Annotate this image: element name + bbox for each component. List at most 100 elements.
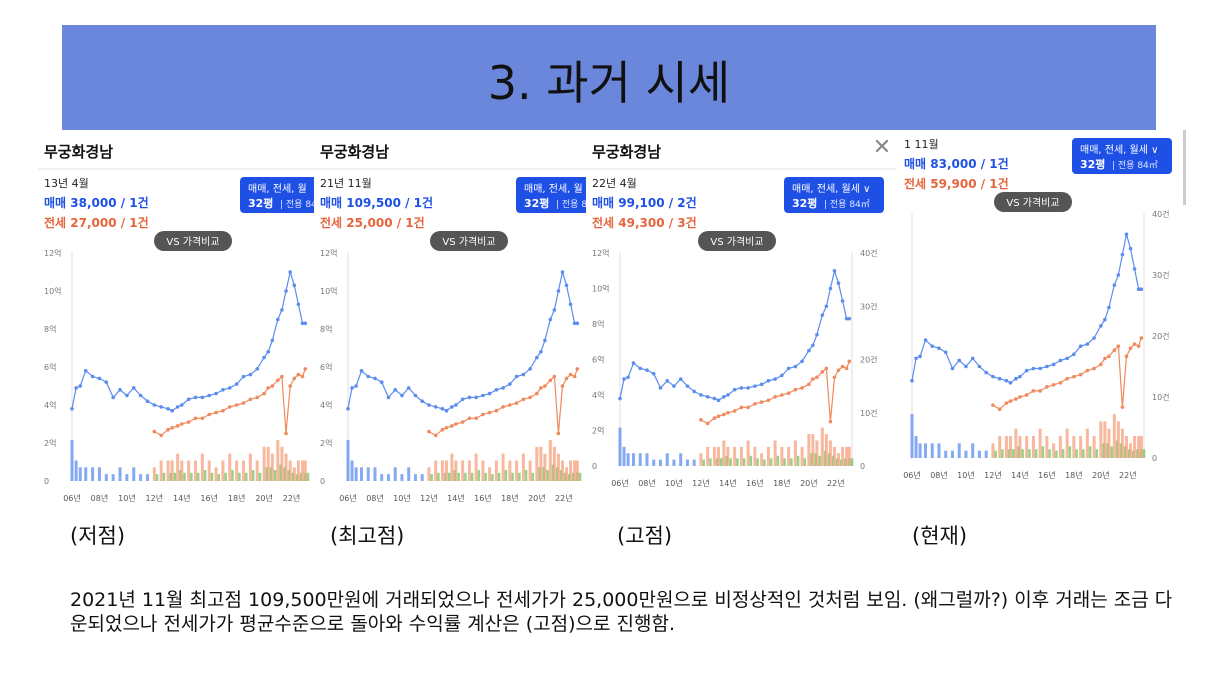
series-point (366, 374, 371, 379)
volume-bar (521, 453, 525, 481)
rent-bar (210, 472, 214, 481)
rent-bar (776, 455, 780, 466)
volume-bar (793, 440, 797, 466)
rent-bar (1061, 449, 1065, 458)
rent-bar (238, 472, 241, 481)
series-point (1008, 380, 1013, 385)
rent-bar (306, 472, 310, 481)
volume-bar (235, 460, 239, 481)
filter-label: 매매, 전세, 월 (524, 183, 583, 195)
x-tick-label: 10년 (118, 493, 136, 503)
series-point (1065, 356, 1069, 361)
volume-bar (733, 446, 737, 466)
y-tick-label: 8억 (592, 319, 604, 329)
volume-bar (1052, 443, 1056, 458)
volume-bar (118, 467, 122, 481)
x-tick-label: 10년 (665, 478, 683, 488)
volume-bar (914, 436, 918, 458)
series-point (832, 268, 837, 273)
chart-panel-4: 1 11월 매매 83,000 / 1건 전세 59,900 / 1건 매매, 전세,… (898, 130, 1188, 490)
rent-bar (1048, 449, 1051, 458)
series-point (712, 396, 717, 401)
series-point (528, 395, 532, 400)
series-point (1112, 348, 1117, 353)
series-point (699, 393, 703, 397)
series-point (1139, 336, 1144, 340)
series-point (440, 427, 445, 432)
volume-bar (221, 460, 225, 481)
rent-bar (162, 472, 166, 481)
sale-label: 매매 83,000 / 1건 (904, 156, 1009, 171)
series-point (1124, 232, 1129, 237)
series-point (227, 405, 232, 409)
series-point (1099, 324, 1103, 328)
rent-bar (578, 472, 582, 481)
y-tick-label: 2억 (320, 438, 332, 448)
volume-bar (910, 414, 914, 458)
series-point (406, 386, 411, 390)
x-tick-label: 08년 (366, 493, 384, 503)
jeonse-label: 전세 27,000 / 1건 (44, 215, 149, 230)
rent-bar (850, 458, 854, 466)
volume-bar (1129, 443, 1133, 458)
series-point (207, 393, 212, 398)
series-point (1004, 378, 1009, 383)
series-point (284, 431, 288, 436)
volume-bar (923, 443, 927, 458)
slide-title: 3. 과거 시세 (487, 56, 731, 110)
series-point (248, 372, 253, 377)
series-point (1004, 401, 1009, 405)
date-label: 21년 11월 (320, 177, 372, 190)
y-tick-label: 2억 (592, 426, 604, 436)
rent-bar (1001, 449, 1004, 458)
series-point (276, 378, 280, 383)
scrollbar[interactable] (1183, 130, 1186, 205)
x-tick-label: 22년 (1119, 470, 1137, 480)
series-point (766, 379, 771, 383)
rent-bar (1110, 446, 1113, 458)
series-point (1120, 405, 1125, 409)
rent-bar (1095, 449, 1099, 458)
volume-bar (373, 467, 377, 481)
series-point (692, 389, 696, 394)
series-point (214, 410, 218, 415)
caption-high: (고점) (617, 524, 673, 548)
volume-bar (1018, 436, 1022, 458)
series-point (193, 395, 198, 400)
volume-bar (296, 460, 300, 481)
series-point (923, 338, 928, 342)
x-tick-label: 18년 (1065, 470, 1083, 480)
series-point (1124, 354, 1129, 359)
series-point (1116, 273, 1121, 277)
x-tick-label: 16년 (1038, 470, 1056, 480)
volume-bar (1008, 436, 1012, 458)
vs-compare-label: VS 가격비교 (166, 235, 219, 248)
volume-bar (1139, 436, 1143, 458)
rent-bar (183, 472, 186, 481)
volume-bar (845, 446, 849, 466)
series-point (1132, 342, 1137, 346)
close-icon[interactable]: ✕ (872, 135, 892, 160)
y-right-tick-label: 20건 (1152, 331, 1170, 341)
series-point (543, 384, 547, 388)
volume-bar (645, 453, 649, 466)
series-point (179, 422, 184, 426)
rent-bar (511, 472, 514, 481)
x-tick-label: 22년 (283, 493, 301, 503)
series-point (766, 398, 771, 403)
volume-bar (481, 460, 485, 481)
series-point (227, 386, 232, 390)
series-point (175, 405, 180, 409)
rent-bar (464, 472, 467, 481)
series-point (535, 391, 539, 396)
series-point (104, 380, 109, 384)
series-point (1072, 352, 1076, 357)
series-point (393, 388, 398, 392)
x-tick-label: 16년 (474, 493, 492, 503)
rent-bar (203, 470, 207, 481)
x-tick-label: 14년 (447, 493, 465, 503)
y-right-tick-label: 10건 (860, 408, 878, 418)
series-point (111, 395, 115, 400)
volume-bar (528, 460, 532, 481)
volume-bar (74, 460, 78, 481)
